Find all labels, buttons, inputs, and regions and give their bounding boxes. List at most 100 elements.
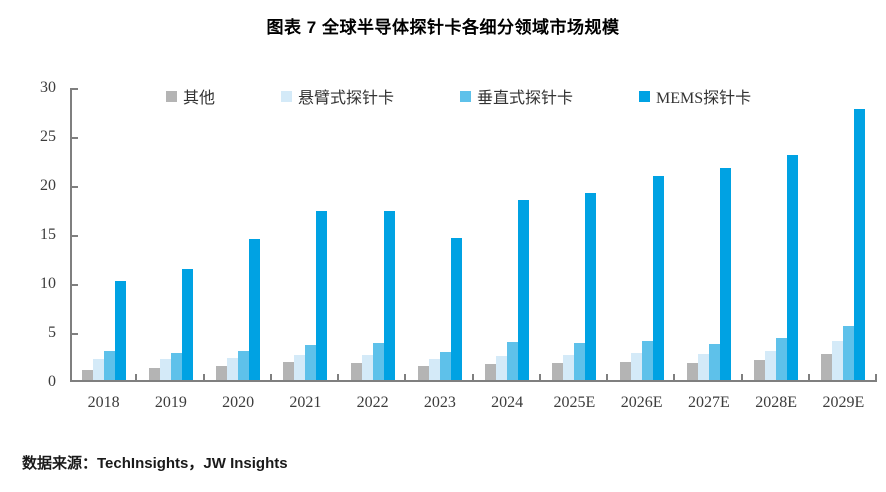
x-axis-label: 2018: [87, 394, 120, 411]
x-axis-tick: [135, 374, 138, 380]
x-axis-tick: [807, 374, 810, 380]
y-axis-label: 20: [40, 177, 56, 194]
x-axis-tick: [673, 374, 676, 380]
bar-2021-cantilever: [294, 354, 306, 380]
bar-group-2029e: [810, 88, 877, 380]
x-axis-label: 2027E: [687, 394, 730, 411]
y-axis-tick: [72, 333, 78, 335]
bar-2028e-other: [754, 359, 766, 380]
bar-2020-other: [216, 366, 228, 380]
bar-2024-vertical: [507, 342, 519, 380]
bar-2026e-vertical: [641, 341, 653, 380]
bar-2018-other: [81, 370, 93, 380]
other-legend-swatch: [166, 90, 177, 102]
legend-item-cantilever: 悬臂式探针卡: [281, 84, 394, 108]
bar-2019-other: [148, 368, 160, 380]
bar-group-2023: [406, 88, 473, 380]
bar-2022-other: [350, 363, 362, 380]
bar-2027e-other: [686, 363, 698, 380]
bar-group-2018: [70, 88, 137, 380]
cantilever-legend-swatch: [281, 90, 293, 102]
bar-2020-vertical: [238, 350, 250, 380]
source-note: 数据来源：TechInsights，JW Insights: [22, 455, 288, 472]
bar-2020-mems: [249, 238, 261, 380]
x-axis-label: 2020: [222, 394, 255, 411]
y-axis-tick: [72, 137, 78, 139]
bar-2029e-other: [821, 353, 833, 380]
bar-group-2028e: [743, 88, 810, 380]
bar-2019-mems: [181, 269, 193, 380]
bar-2019-vertical: [170, 352, 182, 380]
bar-2027e-cantilever: [697, 353, 709, 380]
x-axis-label: 2022: [356, 394, 389, 411]
bar-group-2026e: [608, 88, 675, 380]
legend-item-vertical: 垂直式探针卡: [460, 84, 573, 108]
bar-2029e-mems: [854, 109, 866, 380]
bar-group-2024: [474, 88, 541, 380]
bar-2024-cantilever: [496, 355, 508, 380]
bar-2025e-cantilever: [563, 354, 575, 380]
bar-group-2019: [137, 88, 204, 380]
bar-2027e-mems: [719, 167, 731, 380]
legend-item-other: 其他: [166, 84, 215, 108]
bar-2025e-mems: [585, 193, 597, 380]
bar-2028e-vertical: [776, 338, 788, 380]
bar-2029e-vertical: [843, 326, 855, 380]
x-axis-tick: [202, 374, 205, 380]
x-axis-label: 2023: [423, 394, 456, 411]
bar-2023-mems: [450, 237, 462, 380]
x-axis-label: 2026E: [620, 394, 663, 411]
bar-2026e-mems: [652, 175, 664, 380]
bar-group-2027e: [675, 88, 742, 380]
bar-2023-vertical: [439, 351, 451, 380]
bar-group-2025e: [541, 88, 608, 380]
y-axis-tick: [72, 186, 78, 188]
mems-legend-swatch: [639, 90, 651, 102]
x-axis-tick: [875, 374, 877, 380]
x-axis-tick: [337, 374, 339, 380]
x-axis-tick: [538, 374, 541, 380]
legend-label: 其他: [183, 90, 216, 107]
bar-group-2020: [205, 88, 272, 380]
plot-area: [70, 88, 877, 382]
x-axis-label: 2021: [289, 394, 322, 411]
bar-2018-cantilever: [92, 358, 104, 380]
bar-2022-vertical: [372, 343, 384, 380]
y-axis-label: 5: [48, 324, 56, 341]
bar-2021-vertical: [305, 344, 317, 380]
y-axis-tick: [72, 284, 78, 286]
y-axis-label: 0: [48, 373, 56, 390]
bar-2018-mems: [114, 280, 126, 380]
x-axis-tick: [269, 374, 272, 380]
legend-label: 垂直式探针卡: [477, 90, 574, 107]
bar-2026e-cantilever: [630, 352, 642, 380]
bar-2025e-vertical: [574, 343, 586, 380]
bar-2025e-other: [552, 363, 564, 380]
x-axis-tick: [404, 374, 407, 380]
x-axis-tick: [740, 374, 743, 380]
bar-2029e-cantilever: [832, 341, 844, 380]
y-axis-label: 15: [40, 226, 56, 243]
legend: 其他 悬臂式探针卡 垂直式探针卡 MEMS探针卡: [166, 84, 751, 108]
vertical-legend-swatch: [460, 90, 472, 102]
bar-2023-other: [417, 366, 429, 380]
x-axis-label: 2028E: [755, 394, 798, 411]
bar-2027e-vertical: [708, 344, 720, 380]
bar-2019-cantilever: [159, 358, 171, 380]
x-axis-label: 2029E: [822, 394, 865, 411]
y-axis-label: 25: [40, 128, 56, 145]
y-axis-label: 10: [40, 275, 56, 292]
x-axis-label: 2024: [491, 394, 524, 411]
legend-item-mems: MEMS探针卡: [639, 84, 751, 108]
x-axis-tick: [606, 374, 608, 380]
bar-2023-cantilever: [428, 358, 440, 380]
bar-group-2022: [339, 88, 406, 380]
legend-label: MEMS探针卡: [656, 90, 752, 107]
y-axis-label: 30: [40, 79, 56, 96]
bar-2020-cantilever: [227, 357, 239, 380]
bar-2018-vertical: [103, 350, 115, 380]
bar-2028e-cantilever: [765, 350, 777, 380]
x-axis-label: 2025E: [553, 394, 596, 411]
y-axis-tick: [72, 88, 78, 90]
